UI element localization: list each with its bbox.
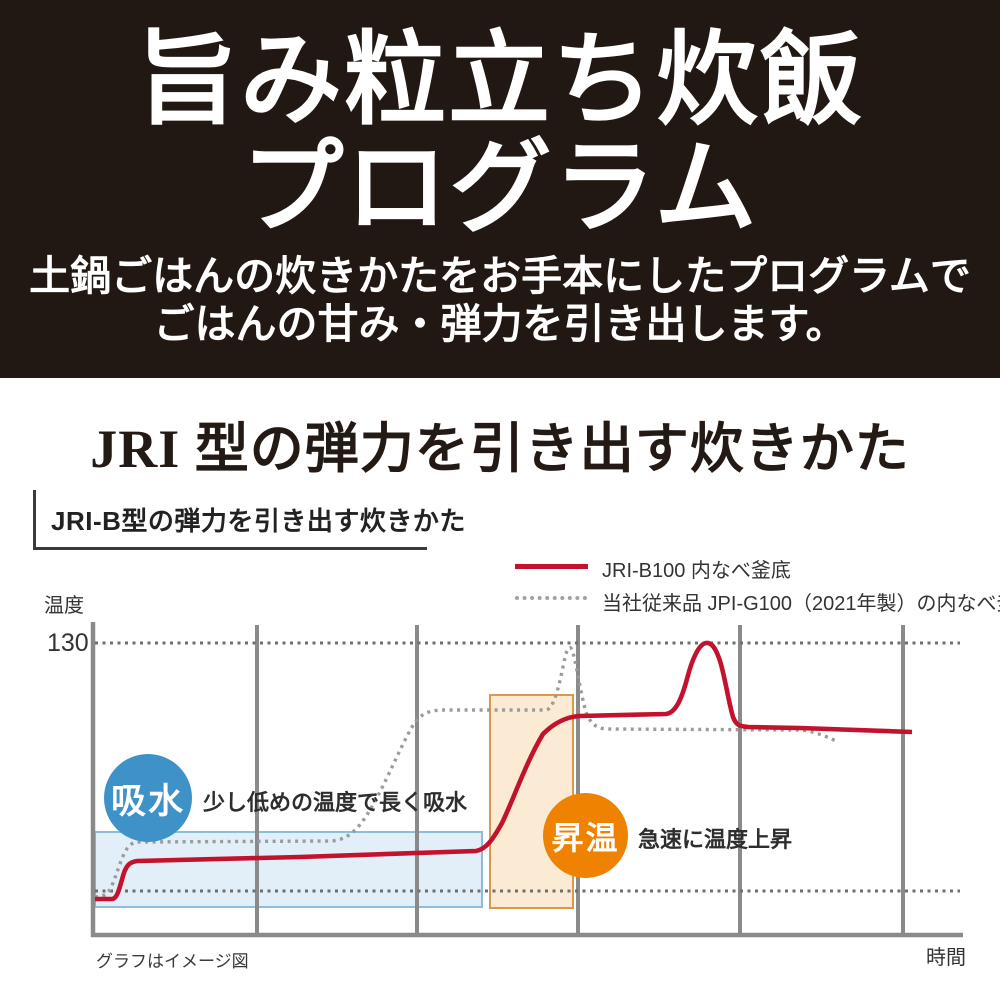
heating-badge: 昇温: [543, 793, 628, 878]
legend-label-jri: JRI-B100 内なべ釜底: [602, 560, 791, 582]
legend-solid-red-line: [515, 564, 588, 569]
y-axis-label: 温度: [44, 595, 84, 617]
main-title: 旨み粒立ち炊飯 プログラム: [0, 25, 1000, 247]
subtitle-line1: 土鍋ごはんの炊きかたをお手本にしたプログラムで: [29, 253, 971, 299]
x-axis-label: 時間: [926, 947, 966, 969]
y-tick-130: 130: [47, 629, 89, 657]
subtitle: 土鍋ごはんの炊きかたをお手本にしたプログラムで ごはんの甘み・弾力を引き出します…: [0, 252, 1000, 349]
panel-title-underline: [33, 547, 427, 550]
legend-dotted-gray-line: [515, 596, 587, 600]
chart-note: グラフはイメージ図: [96, 952, 249, 971]
main-title-line1: 旨み粒立ち炊飯: [136, 25, 864, 138]
absorption-region-rect: [94, 831, 483, 908]
hero-header: 旨み粒立ち炊飯 プログラム 土鍋ごはんの炊きかたをお手本にしたプログラムで ごは…: [0, 0, 1000, 378]
section-heading: JRI 型の弾力を引き出す炊きかた: [90, 419, 910, 479]
main-title-line2: プログラム: [241, 133, 759, 247]
gridlines-vertical: [255, 625, 905, 935]
heating-note-text: 急速に温度上昇: [638, 827, 793, 852]
jri-b100-curve: [95, 640, 913, 902]
panel-title: JRI-B型の弾力を引き出す炊きかた: [51, 506, 466, 536]
panel-title-left-rule: [33, 490, 36, 549]
legend-label-jpi: 当社従来品 JPI-G100（2021年製）の内なべ釜底: [602, 593, 1000, 615]
absorption-badge: 吸水: [104, 754, 192, 842]
jpi-g100-curve: [94, 645, 839, 899]
subtitle-line2: ごはんの甘み・弾力を引き出します。: [153, 301, 847, 348]
absorption-note-text: 少し低めの温度で長く吸水: [203, 790, 468, 815]
